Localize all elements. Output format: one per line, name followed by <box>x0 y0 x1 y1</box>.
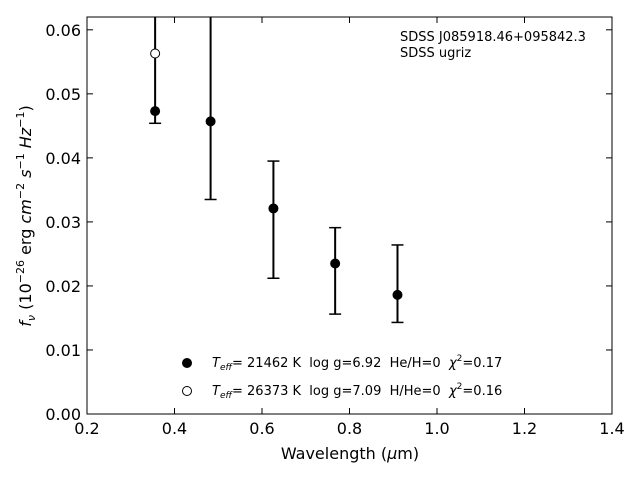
x-tick-label: 1.4 <box>599 419 624 438</box>
x-tick-label: 0.4 <box>162 419 187 438</box>
legend-entry-1: Teff= 21462 K log g=6.92 He/H=0 χ2=0.17 <box>212 354 502 373</box>
y-tick-label: 0.00 <box>45 405 81 424</box>
annotation: SDSS J085918.46+095842.3 SDSS ugriz <box>400 30 586 61</box>
data-point-filled <box>205 116 216 127</box>
annotation-line-1: SDSS J085918.46+095842.3 <box>400 30 586 45</box>
legend: Teff= 21462 K log g=6.92 He/H=0 χ2=0.17 … <box>182 354 502 401</box>
data-point-open <box>150 48 161 59</box>
x-tick-label: 0.6 <box>249 419 274 438</box>
plot-frame <box>86 16 613 415</box>
data-point-filled <box>330 258 341 269</box>
legend-marker-filled <box>182 358 192 368</box>
x-tick-label: 0.2 <box>74 419 99 438</box>
x-tick-label: 1.0 <box>424 419 449 438</box>
axes: 0.2 0.4 0.6 0.8 1.0 1.2 1.4 0.00 0.01 0.02 0.03 0.0… <box>45 16 625 438</box>
y-tick-label: 0.06 <box>45 21 81 40</box>
error-bars <box>149 17 404 324</box>
y-tick-label: 0.01 <box>45 341 81 360</box>
x-axis-label: Wavelength (μm) <box>281 444 419 463</box>
y-tick-label: 0.02 <box>45 277 81 296</box>
annotation-line-2: SDSS ugriz <box>400 46 471 61</box>
data-point-filled <box>150 106 161 117</box>
data-markers <box>150 48 403 300</box>
data-point-filled <box>392 289 403 300</box>
data-point-filled <box>268 203 279 214</box>
y-tick-label: 0.05 <box>45 85 81 104</box>
y-tick-label: 0.03 <box>45 213 81 232</box>
x-tick-label: 1.2 <box>512 419 537 438</box>
x-tick-label: 0.8 <box>337 419 362 438</box>
legend-marker-open <box>182 386 192 396</box>
y-tick-label: 0.04 <box>45 149 81 168</box>
legend-entry-2: Teff= 26373 K log g=7.09 H/He=0 χ2=0.16 <box>212 382 502 401</box>
y-axis-label: fν (10−26 erg cm−2 s−1 Hz−1) <box>14 105 38 326</box>
